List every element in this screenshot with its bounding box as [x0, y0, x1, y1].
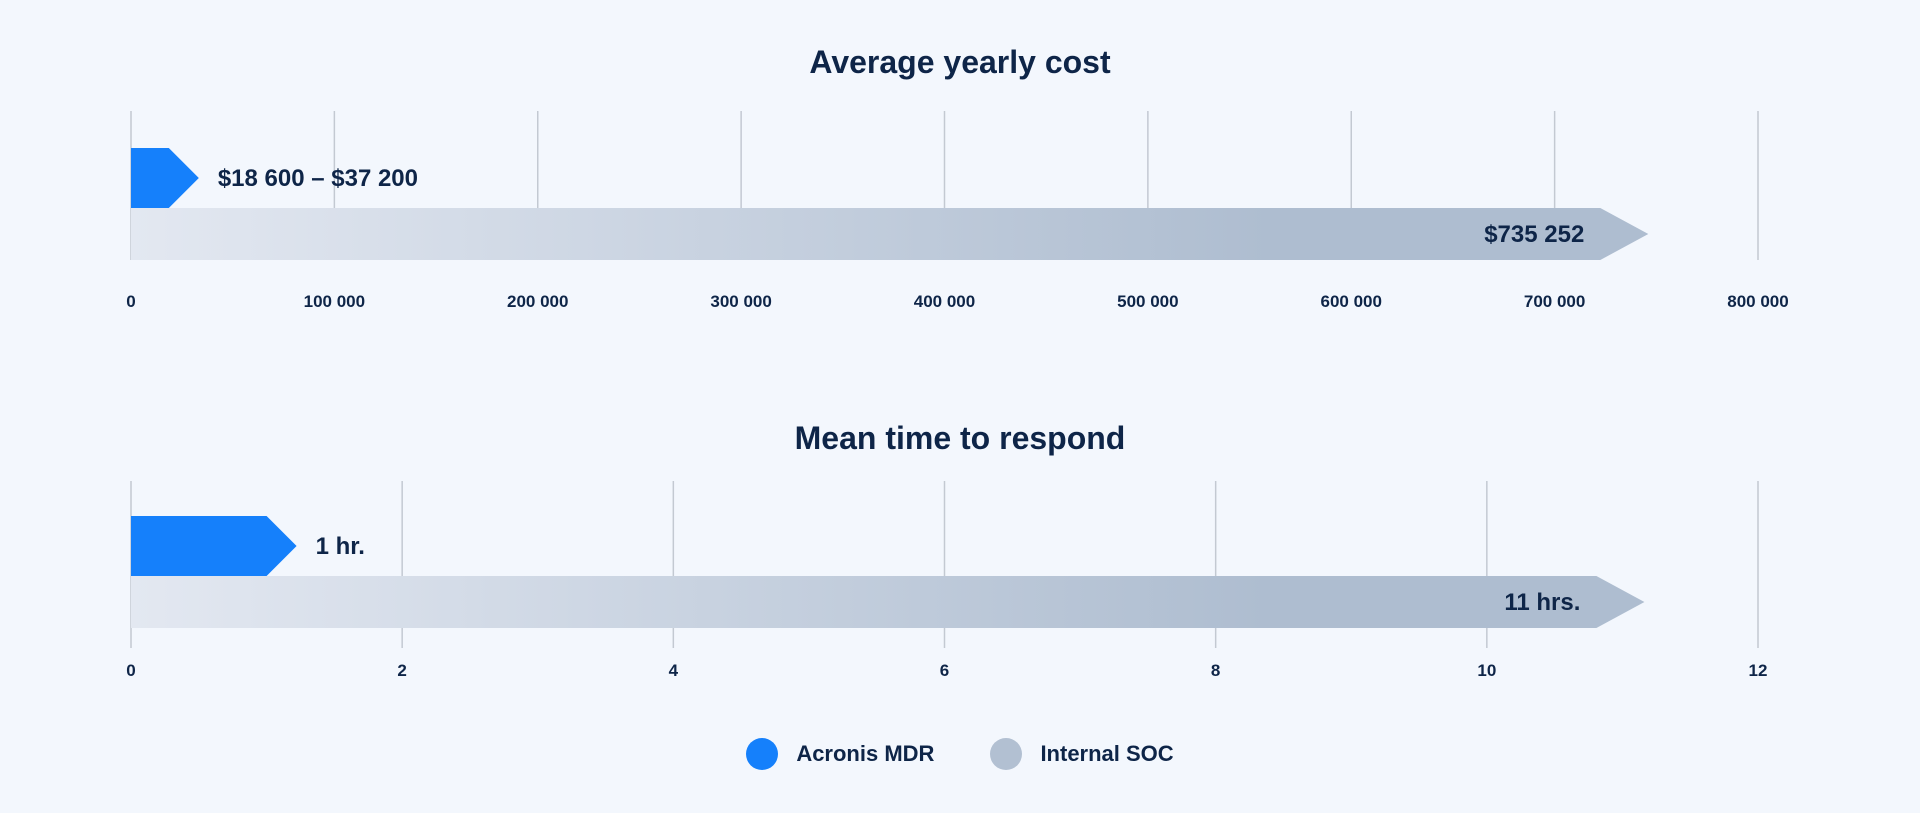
gridlines	[130, 111, 1759, 260]
tick-label: 8	[1211, 661, 1220, 680]
data-label-acronis-mdr: $18 600 – $37 200	[218, 165, 418, 192]
tick-label: 400 000	[914, 292, 975, 311]
legend: Acronis MDR Internal SOC	[0, 738, 1920, 770]
legend-item-internal-soc: Internal SOC	[990, 738, 1174, 770]
bar-internal-soc	[131, 208, 1649, 260]
tick-label: 600 000	[1321, 292, 1382, 311]
tick-label: 300 000	[710, 292, 771, 311]
tick-label: 800 000	[1727, 292, 1788, 311]
chart-average-yearly-cost: Average yearly cost $735 252 $18 600 – $3…	[126, 44, 1788, 311]
legend-swatch-internal-soc	[990, 738, 1023, 770]
chart-mean-time-to-respond: Mean time to respond 11 hrs. 1 hr. 0 2 4 6 8 1…	[126, 420, 1767, 680]
legend-swatch-acronis-mdr	[746, 738, 779, 770]
data-label-internal-soc: $735 252	[1484, 221, 1584, 248]
data-label-internal-soc: 11 hrs.	[1504, 589, 1580, 616]
x-axis-ticks: 0 2 4 6 8 10 12	[126, 661, 1767, 680]
tick-label: 200 000	[507, 292, 568, 311]
tick-label: 6	[940, 661, 949, 680]
tick-label: 0	[126, 661, 135, 680]
tick-label: 100 000	[304, 292, 365, 311]
tick-label: 0	[126, 292, 135, 311]
legend-label: Acronis MDR	[796, 741, 935, 766]
tick-label: 4	[669, 661, 679, 680]
bar-acronis-mdr	[131, 148, 199, 208]
bar-internal-soc	[131, 576, 1645, 628]
bars: $735 252 $18 600 – $37 200	[131, 148, 1649, 260]
tick-label: 2	[397, 661, 406, 680]
bar-acronis-mdr	[131, 516, 297, 576]
legend-item-acronis-mdr: Acronis MDR	[746, 738, 934, 770]
tick-label: 500 000	[1117, 292, 1178, 311]
tick-label: 700 000	[1524, 292, 1585, 311]
chart-title: Mean time to respond	[795, 420, 1126, 456]
chart-title: Average yearly cost	[809, 44, 1111, 80]
x-axis-ticks: 0 100 000 200 000 300 000 400 000 500 000 600 …	[126, 292, 1788, 311]
bars: 11 hrs. 1 hr.	[131, 516, 1645, 628]
data-label-acronis-mdr: 1 hr.	[316, 533, 365, 560]
tick-label: 10	[1477, 661, 1496, 680]
tick-label: 12	[1749, 661, 1768, 680]
legend-label: Internal SOC	[1040, 741, 1174, 766]
